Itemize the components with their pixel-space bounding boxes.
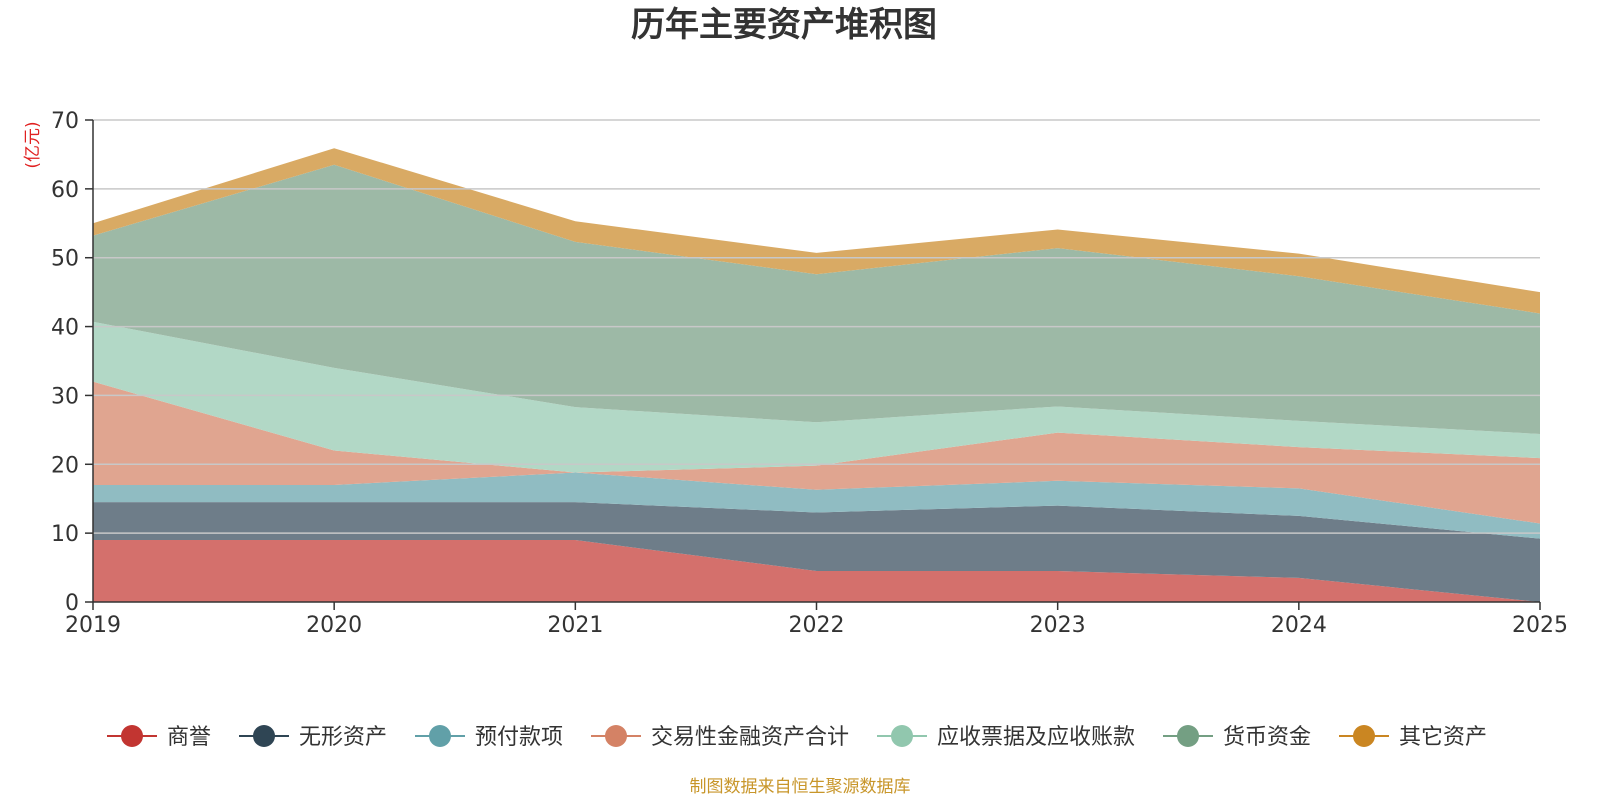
x-tick-label-2025: 2025: [1512, 613, 1568, 638]
legend-label-1: 商誉: [167, 725, 211, 750]
legend-item-3: 预付款项: [415, 725, 563, 750]
x-tick-label-2024: 2024: [1271, 613, 1327, 638]
area-series-group: [93, 148, 1540, 602]
gridlines: [93, 119, 1540, 534]
legend-item-7: 其它资产: [1339, 725, 1487, 750]
area-series-4: [93, 381, 1540, 524]
y-tick-label-50: 50: [51, 247, 79, 272]
x-tick-label-2022: 2022: [789, 613, 845, 638]
y-tick-label-30: 30: [51, 384, 79, 409]
legend-item-2: 无形资产: [239, 725, 387, 750]
y-tick-label-60: 60: [51, 178, 79, 203]
legend-marker-6: [1177, 725, 1199, 747]
y-tick-label-40: 40: [51, 316, 79, 341]
x-tick-label-2019: 2019: [65, 613, 121, 638]
legend-item-1: 商誉: [107, 725, 211, 750]
legend-marker-5: [891, 725, 913, 747]
y-tick-label-0: 0: [65, 591, 79, 616]
legend-label-6: 货币资金: [1223, 725, 1311, 750]
y-tick-label-10: 10: [51, 522, 79, 547]
legend-item-5: 应收票据及应收账款: [877, 725, 1135, 750]
y-tick-label-20: 20: [51, 453, 79, 478]
x-tick-label-2020: 2020: [306, 613, 362, 638]
area-series-3: [93, 472, 1540, 539]
legend-item-4: 交易性金融资产合计: [591, 725, 849, 750]
source-note: 制图数据来自恒生聚源数据库: [690, 777, 911, 797]
legend-label-5: 应收票据及应收账款: [937, 725, 1135, 750]
axes: 0 10 20 30 40 50 60 70 2019 2020 2021 2022 2023 2024 2…: [51, 109, 1568, 638]
legend-label-2: 无形资产: [299, 725, 387, 750]
y-axis-unit-label: (亿元): [23, 121, 43, 168]
x-tick-label-2023: 2023: [1030, 613, 1086, 638]
legend-marker-1: [121, 725, 143, 747]
legend-marker-4: [605, 725, 627, 747]
legend-marker-7: [1353, 725, 1375, 747]
area-series-6: [93, 164, 1540, 434]
area-series-2: [93, 502, 1540, 602]
legend-item-6: 货币资金: [1163, 725, 1311, 750]
area-series-5: [93, 321, 1540, 473]
y-tick-label-70: 70: [51, 109, 79, 134]
legend-marker-2: [253, 725, 275, 747]
legend-marker-3: [429, 725, 451, 747]
chart-title: 历年主要资产堆积图: [631, 5, 937, 45]
legend-label-7: 其它资产: [1399, 725, 1487, 750]
legend-label-3: 预付款项: [475, 725, 563, 750]
legend-label-4: 交易性金融资产合计: [651, 725, 849, 750]
x-tick-label-2021: 2021: [547, 613, 603, 638]
legend: 商誉 无形资产 预付款项 交易性金融资产合计 应收票据及应收账款 货币资金 其它资产: [107, 725, 1487, 750]
